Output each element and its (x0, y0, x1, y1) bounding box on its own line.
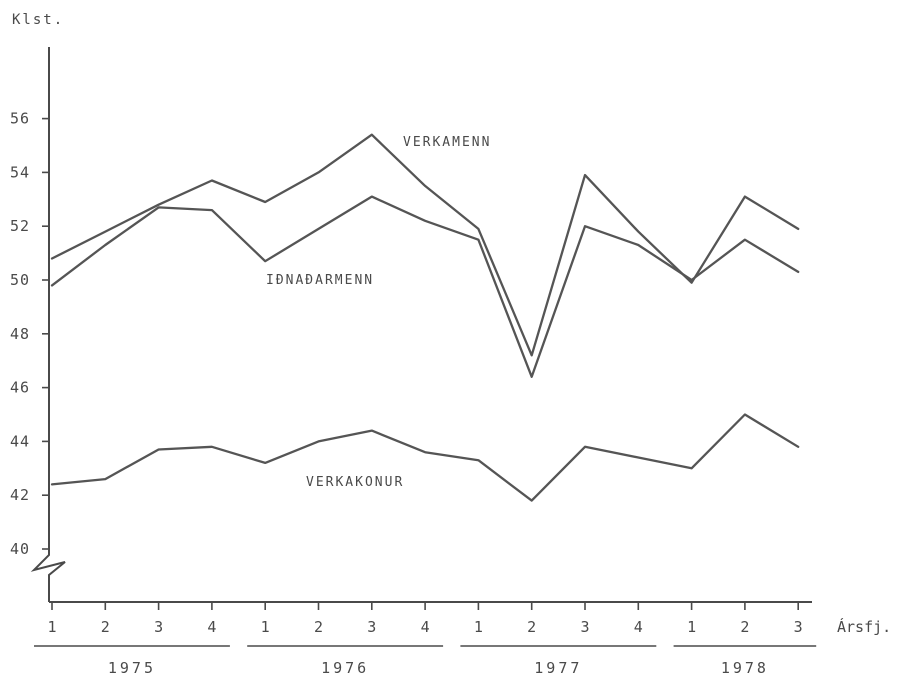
year-groups: 1975 1976 1977 1978 (34, 645, 817, 677)
series-line-3 (50, 413, 800, 502)
x-tick-label: 4 (421, 618, 430, 636)
y-ticks: 40 42 44 46 48 50 52 54 56 (10, 110, 49, 558)
y-tick-label: 46 (10, 379, 30, 397)
x-tick-label: 2 (314, 618, 323, 636)
year-label: 1977 (534, 659, 582, 677)
axes (30, 47, 812, 603)
y-tick-label: 40 (10, 540, 30, 558)
x-ticks: 1 2 3 4 1 2 3 4 1 2 3 4 1 2 3 (47, 602, 803, 636)
series-label-idnadarmenn: IÐNAÐARMENN (266, 273, 374, 288)
x-tick-label: 3 (154, 618, 163, 636)
y-tick-label: 50 (10, 271, 30, 289)
y-tick-label: 52 (10, 217, 30, 235)
series-label-verkakonur: VERKAKONUR (306, 475, 404, 490)
x-tick-label: 1 (687, 618, 696, 636)
x-tick-label: 3 (580, 618, 589, 636)
x-tick-label: 2 (527, 618, 536, 636)
year-label: 1976 (321, 659, 369, 677)
y-tick-label: 54 (10, 163, 30, 181)
x-axis-label: Ársfj. (837, 617, 891, 636)
x-tick-label: 3 (794, 618, 803, 636)
series-label-verkamenn: VERKAMENN (403, 135, 491, 150)
x-tick-label: 1 (261, 618, 270, 636)
y-tick-label: 42 (10, 486, 30, 504)
y-axis-line (30, 47, 66, 602)
year-label: 1978 (721, 659, 769, 677)
x-tick-label: 4 (634, 618, 643, 636)
x-tick-label: 1 (474, 618, 483, 636)
y-tick-label: 44 (10, 432, 30, 450)
y-axis-unit-label: Klst. (12, 12, 64, 28)
y-tick-label: 48 (10, 325, 30, 343)
year-label: 1975 (108, 659, 156, 677)
series-line-1 (50, 133, 800, 357)
series-line-2 (50, 195, 800, 378)
x-tick-label: 2 (740, 618, 749, 636)
y-tick-label: 56 (10, 110, 30, 128)
x-tick-label: 3 (367, 618, 376, 636)
series-lines (50, 133, 800, 502)
x-tick-label: 2 (101, 618, 110, 636)
x-tick-label: 4 (207, 618, 216, 636)
x-tick-label: 1 (47, 618, 56, 636)
